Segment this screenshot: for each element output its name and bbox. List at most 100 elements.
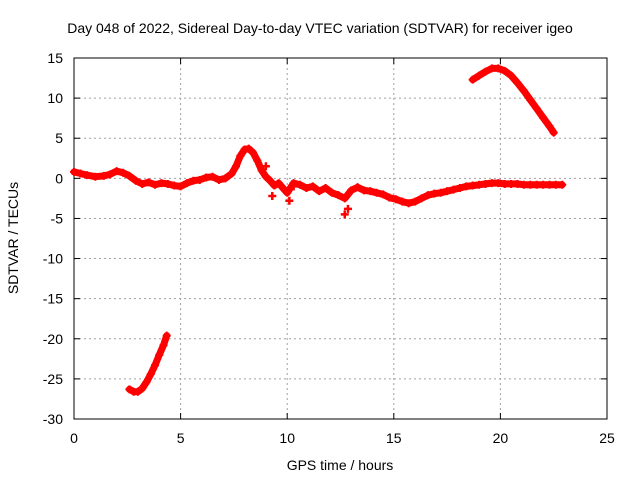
y-tick-label: -5	[51, 210, 64, 226]
data-point	[436, 188, 445, 197]
data-point	[208, 172, 217, 181]
data-point	[244, 144, 253, 153]
spike-point	[285, 196, 294, 205]
spike-point	[261, 162, 270, 171]
x-tick-label: 20	[493, 430, 509, 446]
spike-point	[289, 182, 298, 191]
data-point	[417, 194, 426, 203]
data-point	[76, 169, 85, 178]
data-point	[91, 172, 100, 181]
data-point	[539, 113, 548, 122]
y-tick-label: -15	[43, 291, 63, 307]
data-point	[302, 183, 311, 192]
data-point	[327, 188, 336, 197]
data-point	[249, 148, 258, 157]
data-point	[507, 71, 516, 80]
data-point	[195, 175, 204, 184]
y-tick-label: 15	[47, 50, 63, 66]
data-point	[278, 183, 287, 192]
spike-point	[268, 191, 277, 200]
data-point	[475, 71, 484, 80]
data-point	[266, 176, 275, 185]
series-main-arc	[70, 145, 566, 207]
data-point	[253, 156, 262, 165]
data-point	[176, 182, 185, 191]
data-point	[162, 331, 171, 340]
data-point	[549, 128, 558, 137]
data-point	[144, 178, 153, 187]
spike-point	[343, 204, 352, 213]
data-point	[257, 166, 266, 175]
data-point	[366, 187, 375, 196]
data-point	[261, 172, 270, 181]
data-point	[70, 167, 78, 176]
data-series	[70, 64, 567, 396]
x-tick-label: 5	[177, 430, 185, 446]
data-point	[133, 387, 142, 396]
axis-ticks	[73, 57, 608, 420]
data-point	[334, 191, 343, 200]
data-point	[151, 180, 160, 189]
data-point	[99, 171, 108, 180]
x-tick-label: 0	[70, 430, 78, 446]
data-point	[270, 181, 279, 190]
data-point	[379, 190, 388, 199]
data-point	[494, 64, 503, 73]
spike-point	[340, 210, 349, 219]
data-point	[232, 162, 241, 171]
data-point	[159, 341, 168, 350]
y-tick-label: -10	[43, 251, 63, 267]
chart-title: Day 048 of 2022, Sidereal Day-to-day VTE…	[67, 20, 573, 36]
x-tick-label: 10	[279, 430, 295, 446]
data-point	[142, 378, 151, 387]
y-tick-label: 0	[55, 170, 63, 186]
data-point	[131, 176, 140, 185]
data-point	[545, 122, 554, 131]
data-point	[221, 174, 230, 183]
x-axis-label: GPS time / hours	[287, 457, 394, 473]
data-point	[125, 385, 134, 394]
data-point	[182, 179, 191, 188]
data-point	[513, 78, 522, 87]
data-point	[112, 167, 121, 176]
data-point	[155, 350, 164, 359]
data-point	[347, 186, 356, 195]
data-point	[138, 384, 147, 393]
data-point	[391, 195, 400, 204]
data-point	[532, 104, 541, 113]
data-point	[449, 185, 458, 194]
y-tick-label: 5	[55, 130, 63, 146]
y-tick-label: -30	[43, 411, 63, 427]
grid-lines	[74, 58, 607, 419]
data-point	[106, 170, 115, 179]
y-tick-label: -20	[43, 331, 63, 347]
series-early-arc	[125, 332, 171, 396]
data-point	[274, 179, 283, 188]
data-point	[321, 183, 330, 192]
data-point	[82, 171, 91, 180]
data-point	[163, 179, 172, 188]
data-point	[468, 75, 477, 84]
data-point	[353, 183, 362, 192]
data-point	[125, 171, 134, 180]
x-tick-label: 25	[599, 430, 615, 446]
data-point	[138, 179, 147, 188]
data-point	[308, 182, 317, 191]
y-tick-label: -25	[43, 371, 63, 387]
data-point	[481, 67, 490, 76]
tick-labels: 0 5 10 15 20 25 -30 -25 -20 -15 -10 -5 0 5 10 15	[43, 50, 615, 446]
data-point	[423, 191, 432, 200]
data-point	[526, 95, 535, 104]
data-point	[214, 175, 223, 184]
data-point	[372, 188, 381, 197]
data-point	[283, 188, 292, 197]
data-point	[146, 370, 155, 379]
data-point	[500, 66, 509, 75]
x-tick-label: 15	[386, 430, 402, 446]
data-point	[385, 193, 394, 202]
data-point	[340, 194, 349, 203]
data-point	[227, 169, 236, 178]
data-point	[443, 187, 452, 196]
data-point	[295, 180, 304, 189]
